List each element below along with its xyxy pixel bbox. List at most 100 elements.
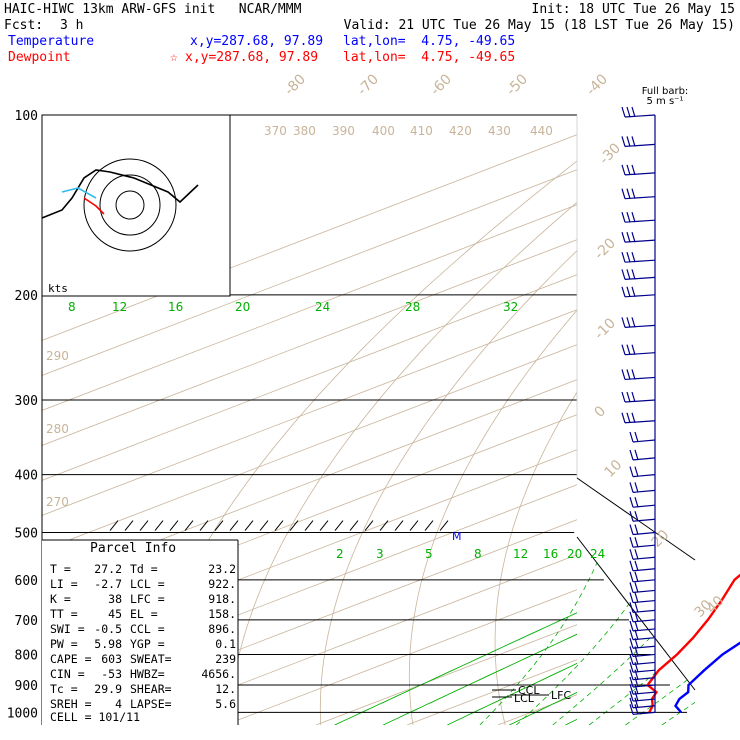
- wind-barb-flag: [631, 106, 636, 118]
- theta-label: 370: [264, 124, 287, 138]
- wind-barb-flag: [621, 164, 626, 176]
- wind-barb: [632, 489, 656, 493]
- wind-barb-flag: [634, 560, 639, 571]
- parcel-info-label: LFC =: [130, 592, 165, 606]
- isotherm-line: [42, 379, 577, 586]
- parcel-info-value: 603: [101, 652, 122, 666]
- hodograph-trace: [41, 169, 199, 219]
- parcel-info-value: 27.2: [94, 562, 122, 576]
- parcel-info-value: 918.: [208, 592, 236, 606]
- isotherm-label: -20: [592, 235, 619, 262]
- parcel-info-label: Tc =: [50, 682, 78, 696]
- wind-barb-flag: [626, 412, 631, 423]
- wind-barb: [632, 705, 656, 709]
- wind-barb-flag: [629, 482, 634, 493]
- hatch-mark: [169, 520, 179, 531]
- lfc-label: LFC: [551, 689, 571, 702]
- theta-label: 420: [449, 124, 472, 138]
- wind-barb-flag: [634, 697, 639, 708]
- dry-adiabat-line: [658, 115, 740, 725]
- model-title: HAIC-HIWC 13km ARW-GFS init NCAR/MMM: [4, 2, 302, 17]
- wind-barb-flag: [629, 638, 634, 649]
- wind-barb: [632, 579, 656, 583]
- isotherm-line: [42, 204, 577, 411]
- init-time: Init: 18 UTC Tue 26 May 15: [531, 2, 736, 17]
- wind-barb-flag: [629, 466, 634, 477]
- parcel-info-value: 29.9: [94, 682, 122, 696]
- wind-barb-flag: [629, 629, 634, 640]
- wind-barb-flag: [631, 188, 636, 199]
- wind-barb-flag: [629, 549, 634, 560]
- wind-barb: [632, 684, 656, 688]
- wind-barb-flag: [629, 537, 634, 548]
- wind-barb-flag: [634, 449, 639, 461]
- wind-barb-flag: [634, 571, 639, 582]
- hodograph-ring: [99, 174, 161, 236]
- hatch-mark: [364, 520, 374, 531]
- barb-title: Full barb:: [642, 86, 689, 97]
- moist-adiabat-line: [661, 537, 695, 725]
- parcel-info-value: 0.1: [215, 637, 236, 651]
- moist-adiabat-line: [625, 537, 695, 725]
- mixing-ratio-line: [607, 295, 740, 725]
- legend-temperature-latlon: lat,lon= 4.75, -49.65: [343, 34, 516, 49]
- hodograph: kts: [41, 114, 231, 297]
- parcel-info-value: -2.7: [94, 577, 122, 591]
- wind-barb-flag: [621, 269, 626, 280]
- wind-barb: [632, 474, 656, 478]
- wind-barb-flag: [629, 690, 634, 702]
- wind-barb: [632, 653, 656, 658]
- wind-barb-flag: [626, 212, 631, 223]
- parcel-info-value: 4: [115, 697, 122, 711]
- hatch-mark: [184, 520, 194, 531]
- wind-barb: [632, 698, 656, 702]
- wind-barb-flag: [634, 690, 639, 702]
- dewpoint-profile: [645, 573, 740, 713]
- wind-barb: [632, 568, 656, 572]
- parcel-info-label: LI =: [50, 577, 78, 591]
- hatch-mark: [139, 520, 149, 531]
- theta-label: 410: [410, 124, 433, 138]
- isotherm-line: [497, 694, 577, 725]
- wind-barb-flag: [629, 646, 634, 657]
- theta-label: 380: [293, 124, 316, 138]
- wind-barb-flag: [629, 676, 634, 688]
- hatch-mark: [154, 520, 164, 531]
- wind-barb-flag: [631, 212, 636, 223]
- parcel-info-label: T =: [50, 562, 71, 576]
- hodograph-storm-motion: [83, 197, 105, 215]
- mixing-ratio-line: [383, 633, 577, 725]
- wind-barb-flag: [626, 269, 631, 280]
- mixing-ratio-line: [509, 691, 577, 725]
- wind-barb-flag: [631, 252, 636, 263]
- hatch-mark: [334, 520, 344, 531]
- wind-barb-flag: [634, 683, 639, 695]
- wind-barb: [632, 609, 656, 613]
- mixing-ratio-label: 28: [405, 300, 420, 314]
- lcl-label: LCL: [514, 692, 535, 705]
- wind-barb-flag: [631, 391, 636, 403]
- mixing-ratio-label: 2: [336, 547, 344, 561]
- hatch-mark: [244, 520, 254, 531]
- parcel-info-value: -0.5: [94, 622, 122, 636]
- mixing-ratio-label: 8: [68, 300, 76, 314]
- parcel-info-value: 922.: [208, 577, 236, 591]
- wind-barb-flag: [631, 164, 636, 176]
- hatch-mark: [424, 520, 434, 531]
- mixing-ratio-label: 3: [376, 547, 384, 561]
- wind-barb-flag: [626, 136, 631, 147]
- wind-barb-flag: [629, 449, 634, 461]
- wind-barb: [632, 439, 656, 443]
- theta-label: 400: [372, 124, 395, 138]
- wind-barb-flag: [634, 431, 639, 443]
- wind-barb-flag: [634, 497, 639, 508]
- parcel-info-value: 45: [108, 607, 122, 621]
- parcel-info-label: Td =: [130, 562, 158, 576]
- wind-barb-flag: [631, 136, 636, 147]
- isotherm-line: [315, 624, 577, 725]
- forecast-hour: 3 h: [60, 18, 84, 33]
- wind-barb-flag: [629, 669, 634, 680]
- parcel-info-label: EL =: [130, 607, 158, 621]
- wind-barb: [632, 518, 656, 522]
- wind-barb-flag: [634, 466, 639, 477]
